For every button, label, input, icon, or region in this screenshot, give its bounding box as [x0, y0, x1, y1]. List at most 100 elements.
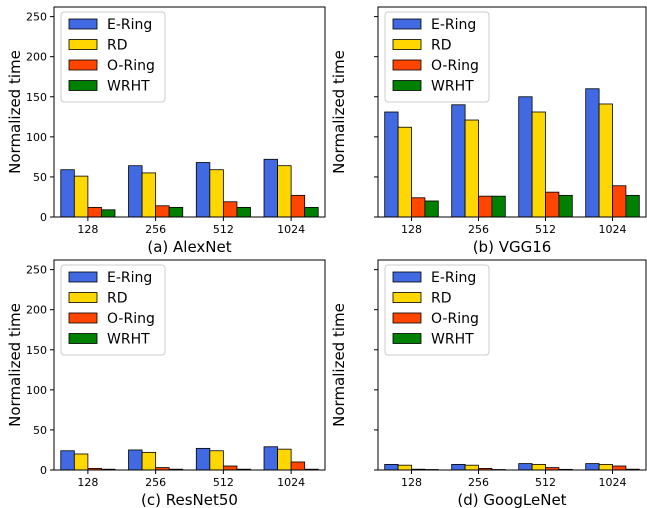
legend-label: O-Ring	[107, 58, 155, 74]
legend-swatch-e-ring	[392, 18, 422, 30]
legend-label: WRHT	[431, 79, 474, 95]
bar-wrht-512	[558, 194, 573, 218]
x-tick-label: 256	[468, 476, 489, 489]
legend-swatch-e-ring	[68, 18, 98, 30]
legend-swatch-wrht	[392, 80, 422, 91]
x-tick-label: 128	[401, 476, 422, 489]
legend: E-Ring RD O-Ring WRHT	[60, 264, 166, 356]
legend-label: O-Ring	[431, 58, 479, 74]
legend-label: RD	[107, 291, 128, 307]
chart-panel-3: 0 50 100 150 200 250 128 256 512 1024 Normalized t…	[6, 259, 326, 508]
legend-swatch-e-ring	[68, 271, 98, 283]
y-axis-label: Normalized time	[6, 50, 24, 174]
bar-e-ring-512	[518, 463, 533, 471]
bar-e-ring-1024	[585, 463, 600, 471]
legend-label: E-Ring	[107, 270, 152, 286]
x-tick-label: 512	[535, 223, 556, 236]
chart-caption: (a) AlexNet	[147, 238, 231, 256]
bar-o-ring-256	[155, 205, 170, 218]
legend-label: WRHT	[431, 332, 474, 348]
x-tick-label: 1024	[277, 223, 305, 236]
bar-rd-1024	[598, 463, 613, 471]
axes-frame	[53, 259, 326, 471]
y-axis-label: Normalized time	[330, 50, 348, 174]
legend-frame	[384, 11, 490, 103]
bar-e-ring-128	[60, 169, 75, 218]
y-tick-label: 100	[26, 131, 47, 144]
legend-label: WRHT	[107, 79, 150, 95]
legend: E-Ring RD O-Ring WRHT	[384, 264, 490, 356]
bar-rd-128	[397, 126, 412, 218]
legend-label: O-Ring	[107, 311, 155, 327]
legend-swatch-e-ring	[392, 271, 422, 283]
x-tick-label: 512	[213, 223, 234, 236]
bar-rd-1024	[277, 165, 292, 218]
bar-wrht-1024	[625, 194, 640, 218]
bar-rd-512	[209, 169, 224, 218]
bar-e-ring-512	[195, 447, 211, 471]
legend-swatch-rd	[392, 39, 422, 50]
legend-label: E-Ring	[107, 17, 152, 33]
y-tick-label: 50	[33, 424, 47, 437]
legend-label: E-Ring	[431, 17, 476, 33]
bar-o-ring-1024	[612, 465, 627, 471]
bar-wrht-128	[424, 200, 439, 218]
x-tick-label: 128	[77, 223, 98, 236]
y-tick-label: 200	[26, 304, 47, 317]
bar-wrht-256	[491, 195, 506, 218]
bar-wrht-1024	[304, 206, 319, 218]
bar-rd-1024	[598, 103, 613, 218]
chart-caption: (d) GoogLeNet	[457, 491, 566, 508]
legend-label: RD	[431, 291, 452, 307]
y-tick-label: 250	[26, 11, 47, 24]
y-tick-label: 150	[26, 344, 47, 357]
x-tick-label: 1024	[599, 476, 627, 489]
legend: E-Ring RD O-Ring WRHT	[384, 11, 490, 103]
legend-swatch-rd	[68, 39, 98, 50]
legend-swatch-wrht	[68, 333, 98, 344]
y-axis-label: Normalized time	[330, 303, 348, 427]
legend: E-Ring RD O-Ring WRHT	[60, 11, 166, 103]
x-tick-label: 512	[213, 476, 234, 489]
bar-rd-256	[141, 172, 157, 218]
bar-rd-512	[531, 111, 546, 218]
x-tick-label: 128	[401, 223, 422, 236]
legend-swatch-o-ring	[68, 59, 98, 71]
legend-swatch-rd	[68, 292, 98, 303]
bar-e-ring-256	[451, 104, 466, 218]
bar-o-ring-128	[87, 206, 102, 218]
bar-e-ring-256	[128, 165, 143, 218]
bar-e-ring-1024	[263, 446, 278, 471]
bar-o-ring-1024	[290, 461, 306, 471]
bar-e-ring-1024	[263, 158, 278, 218]
legend-swatch-wrht	[392, 333, 422, 344]
bar-rd-128	[73, 453, 89, 471]
axes-frame	[377, 259, 647, 471]
bar-wrht-256	[168, 206, 184, 218]
bar-rd-1024	[277, 448, 292, 471]
y-axis-label: Normalized time	[6, 303, 24, 427]
axes-frame	[377, 6, 647, 218]
bar-e-ring-128	[384, 463, 399, 471]
x-tick-label: 256	[145, 223, 166, 236]
legend-swatch-wrht	[68, 80, 98, 91]
bar-rd-512	[531, 463, 546, 471]
x-tick-label: 1024	[277, 476, 305, 489]
legend-swatch-o-ring	[392, 59, 422, 71]
bar-o-ring-1024	[612, 185, 627, 218]
legend-label: O-Ring	[431, 311, 479, 327]
chart-caption: (b) VGG16	[473, 238, 552, 256]
bar-rd-128	[397, 464, 412, 471]
bar-wrht-512	[236, 206, 251, 218]
y-tick-label: 0	[40, 211, 47, 224]
bar-e-ring-128	[384, 111, 399, 218]
bar-e-ring-1024	[585, 88, 600, 218]
bar-o-ring-512	[545, 191, 560, 218]
bar-o-ring-256	[478, 195, 493, 218]
chart-panel-4: 128 256 512 1024 Normalized time (d) GoogLeNe…	[330, 259, 647, 508]
y-tick-label: 150	[26, 91, 47, 104]
legend-label: RD	[431, 38, 452, 54]
bar-rd-256	[464, 119, 479, 218]
bar-rd-512	[209, 450, 224, 471]
x-tick-label: 256	[145, 476, 166, 489]
